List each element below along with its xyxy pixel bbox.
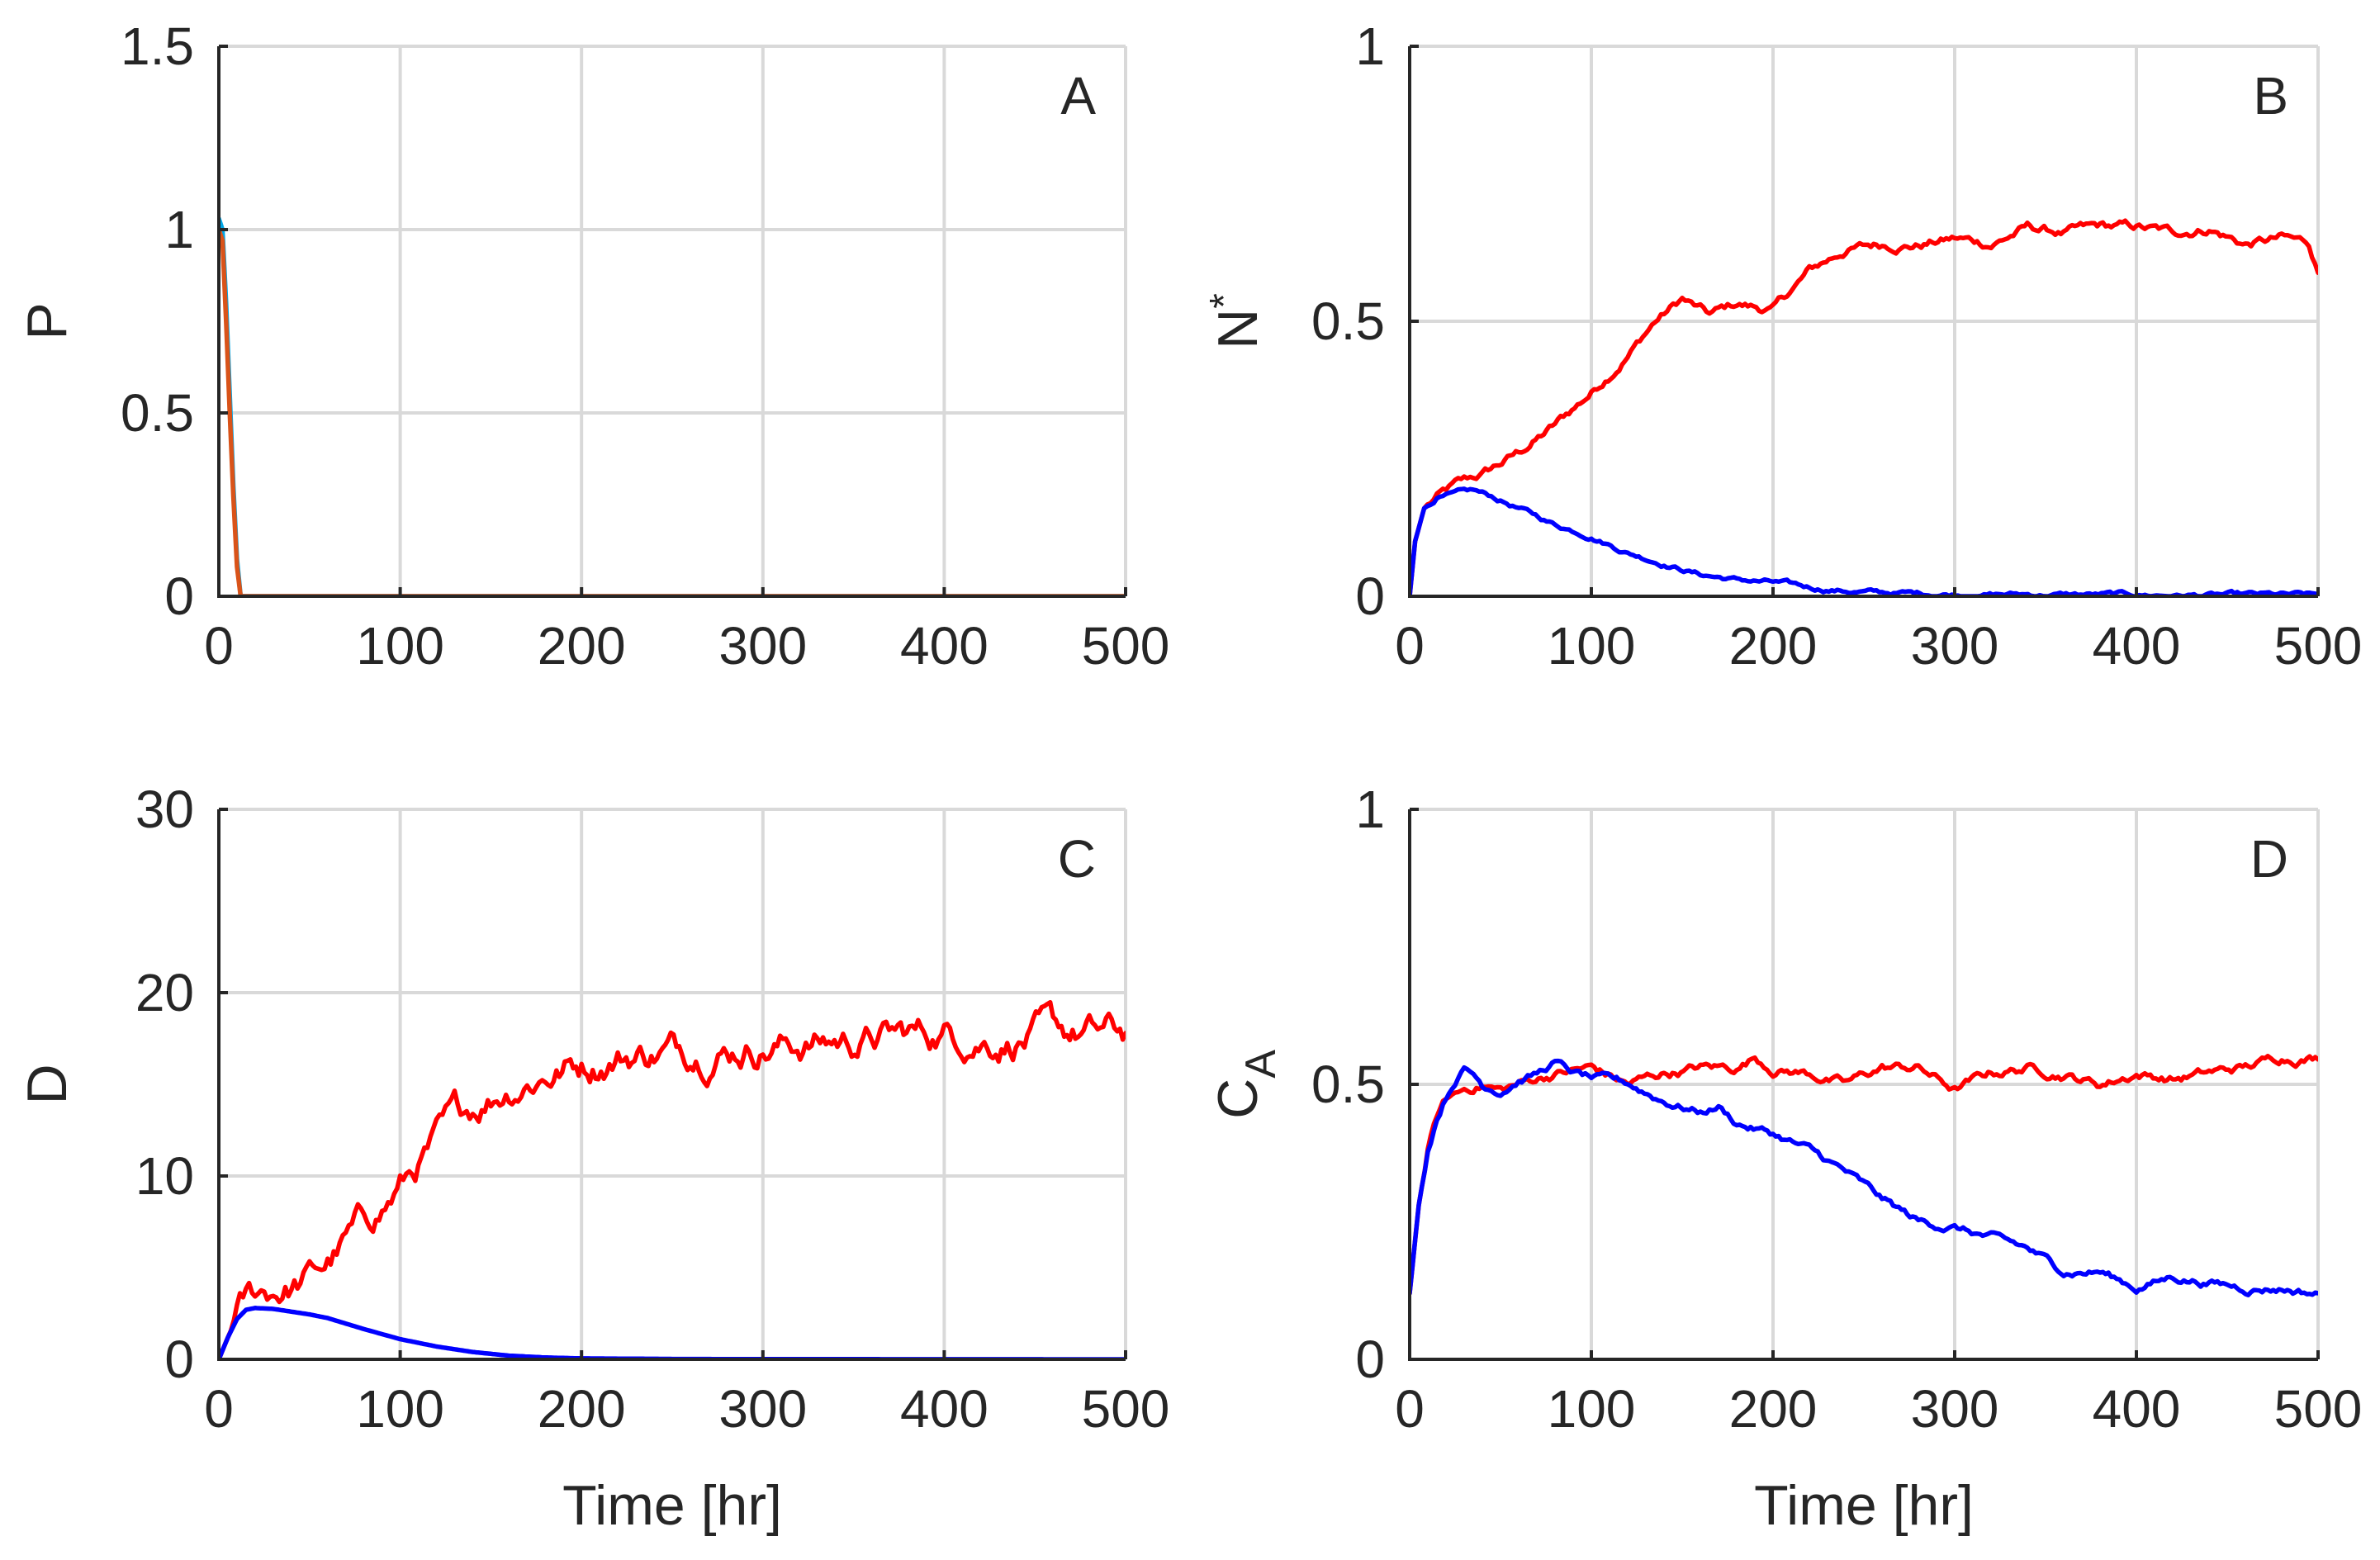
x-tick-label: 100 [1548, 616, 1636, 676]
y-tick-label: 0.5 [121, 383, 194, 443]
panel-letter: C [1058, 829, 1096, 889]
series-red [1410, 218, 2318, 596]
x-tick-label: 0 [1395, 1379, 1425, 1439]
y-tick-label: 30 [135, 780, 194, 839]
y-axis-title: P [16, 302, 78, 339]
y-axis-title: CA [1207, 1050, 1285, 1119]
x-tick-label: 200 [538, 1379, 626, 1439]
y-tick-label: 1 [1355, 17, 1385, 76]
panel-letter: A [1060, 66, 1096, 126]
x-tick-label: 0 [204, 616, 234, 676]
y-tick-label: 1 [164, 200, 194, 259]
panel-b: 0 100 200 300 400 500 0 0.5 1 B N* [1202, 17, 2362, 676]
x-tick-label: 200 [1729, 616, 1818, 676]
x-tick-label: 500 [2274, 616, 2363, 676]
y-tick-label: 0 [164, 1330, 194, 1389]
panel-letter: D [2250, 829, 2288, 889]
x-tick-label: 500 [2274, 1379, 2363, 1439]
y-tick-label: 1.5 [121, 17, 194, 76]
series-red [219, 999, 1126, 1359]
x-tick-label: 0 [1395, 616, 1425, 676]
x-tick-label: 400 [900, 616, 989, 676]
panel-letter: B [2253, 66, 2288, 126]
y-tick-label: 0.5 [1311, 292, 1385, 351]
x-tick-label: 100 [1548, 1379, 1636, 1439]
y-tick-label: 0 [164, 567, 194, 626]
y-tick-label: 0 [1355, 567, 1385, 626]
x-tick-label: 300 [1911, 1379, 1999, 1439]
x-tick-label: 300 [718, 616, 807, 676]
x-axis-title: Time [hr] [562, 1474, 782, 1537]
x-tick-label: 400 [2093, 1379, 2181, 1439]
y-tick-label: 0.5 [1311, 1055, 1385, 1114]
x-tick-label: 200 [538, 616, 626, 676]
series-blue [1410, 1058, 2318, 1297]
x-tick-label: 300 [718, 1379, 807, 1439]
y-tick-label: 20 [135, 963, 194, 1022]
x-tick-label: 0 [204, 1379, 234, 1439]
x-tick-label: 200 [1729, 1379, 1818, 1439]
y-tick-label: 0 [1355, 1330, 1385, 1389]
x-tick-label: 100 [356, 616, 444, 676]
series-group [1410, 1054, 2318, 1297]
x-tick-label: 400 [900, 1379, 989, 1439]
x-tick-label: 400 [2093, 616, 2181, 676]
panel-c: 0 100 200 300 400 500 0 10 20 30 C D Time [hr] [16, 780, 1169, 1537]
y-tick-label: 1 [1355, 780, 1385, 839]
x-axis-title: Time [hr] [1754, 1474, 1974, 1537]
y-tick-label: 10 [135, 1146, 194, 1206]
x-tick-label: 500 [1082, 1379, 1170, 1439]
x-tick-label: 500 [1082, 616, 1170, 676]
panel-a: 0 100 200 300 400 500 0 0.5 1 1.5 A P [16, 17, 1169, 676]
y-axis-title: N* [1202, 293, 1269, 349]
x-tick-label: 300 [1911, 616, 1999, 676]
panel-d: 0 100 200 300 400 500 0 0.5 1 D CA Time [hr] [1207, 780, 2362, 1537]
y-axis-title: D [16, 1064, 78, 1104]
x-tick-label: 100 [356, 1379, 444, 1439]
